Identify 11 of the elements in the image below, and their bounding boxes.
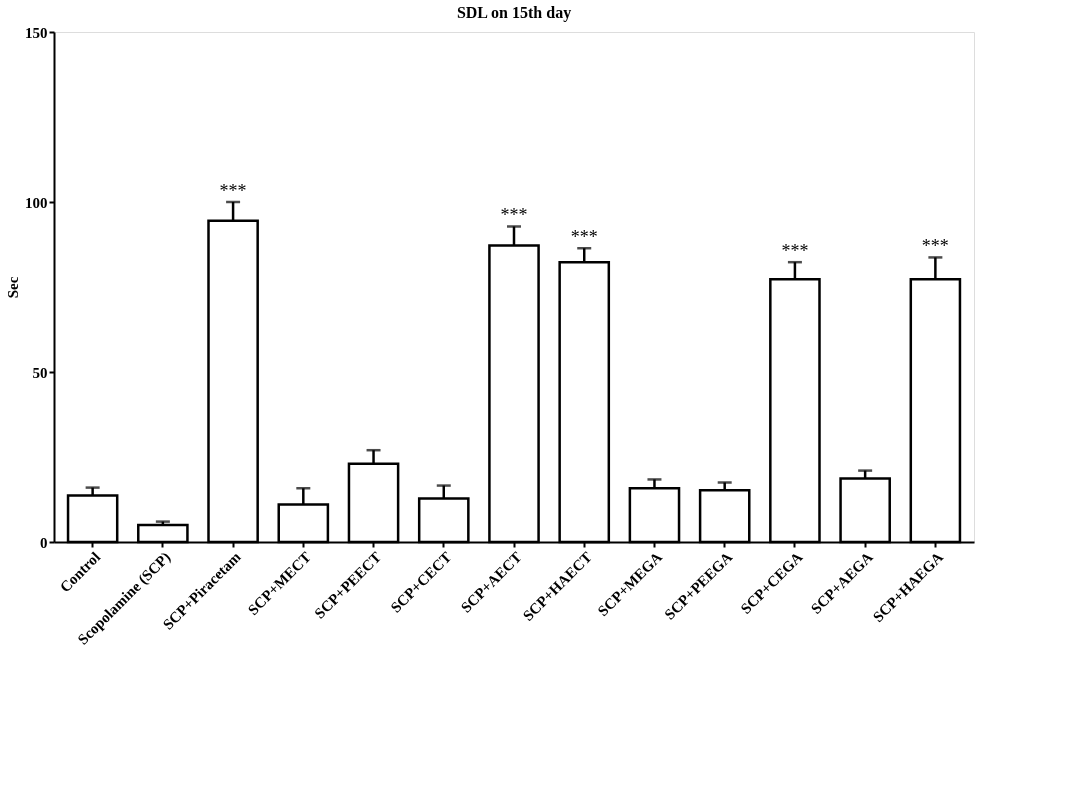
y-axis-title: Sec xyxy=(5,276,21,299)
y-tick-label: 0 xyxy=(40,534,48,551)
annotation: *** xyxy=(921,236,949,257)
annotation: *** xyxy=(219,181,247,201)
annotation: *** xyxy=(781,241,809,262)
annotation: *** xyxy=(500,205,528,226)
y-tick-label: 100 xyxy=(25,194,48,211)
y-tick-label: 50 xyxy=(32,364,48,381)
y-tick-label: 150 xyxy=(25,24,48,41)
chart-title: SDL on 15th day xyxy=(456,4,572,22)
annotation: *** xyxy=(570,227,598,248)
